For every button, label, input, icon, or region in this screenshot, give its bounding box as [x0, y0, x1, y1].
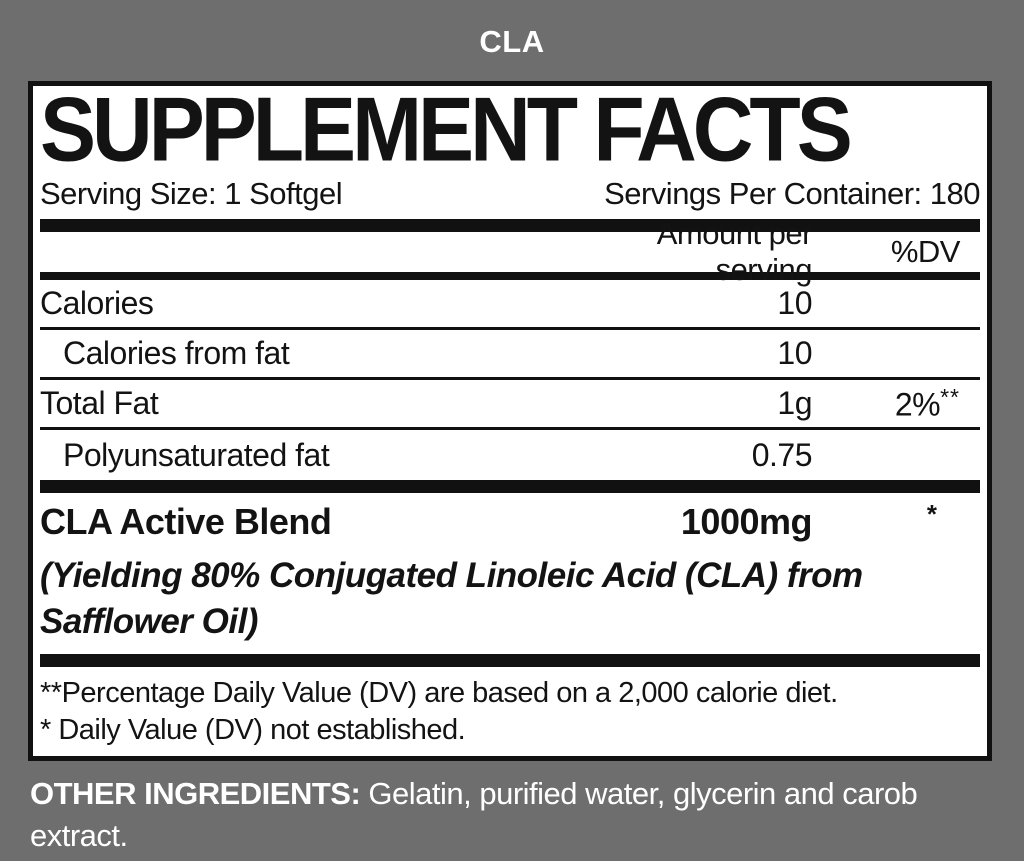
blend-name: CLA Active Blend	[40, 501, 332, 543]
nutrient-dv: 2%**	[812, 384, 980, 423]
blend-description: (Yielding 80% Conjugated Linoleic Acid (…	[40, 556, 863, 641]
other-ingredients-text: Gelatin, purified water, glycerin and ca…	[30, 775, 918, 853]
dv-footnote-marker: *	[926, 501, 938, 530]
footnotes: **Percentage Daily Value (DV) are based …	[40, 675, 980, 748]
nutrient-amount: 10	[777, 335, 812, 372]
supplement-facts-panel: SUPPLEMENT FACTS Serving Size: 1 Softgel…	[28, 81, 992, 761]
nutrient-name: Calories	[40, 285, 154, 322]
servings-per-container: Servings Per Container: 180	[604, 176, 980, 212]
other-ingredients-label: OTHER INGREDIENTS:	[30, 775, 361, 811]
row-cla-active-blend: CLA Active Blend 1000mg *	[40, 495, 980, 549]
row-total-fat: Total Fat 1g 2%**	[40, 380, 980, 431]
footnote-daily-value-basis: **Percentage Daily Value (DV) are based …	[40, 677, 838, 710]
row-calories-from-fat: Calories from fat 10	[40, 330, 980, 381]
nutrient-amount: 0.75	[751, 436, 813, 473]
other-ingredients: OTHER INGREDIENTS: Gelatin, purified wat…	[30, 773, 992, 857]
divider-thick-middle	[40, 480, 980, 494]
nutrient-name: Polyunsaturated fat	[63, 436, 330, 473]
blend-dv: *	[812, 501, 980, 544]
divider-thick-bottom	[40, 654, 980, 668]
nutrient-name: Calories from fat	[63, 335, 290, 372]
divider-thick-top	[40, 219, 980, 233]
nutrient-amount: 1g	[777, 385, 812, 422]
dv-value: 2%	[894, 386, 941, 423]
serving-size: Serving Size: 1 Softgel	[40, 176, 343, 212]
supplement-facts-heading: SUPPLEMENT FACTS	[40, 78, 853, 180]
column-header-amount: Amount per serving	[656, 216, 813, 288]
blend-amount: 1000mg	[680, 501, 813, 543]
nutrient-amount: 10	[777, 285, 812, 322]
row-calories: Calories 10	[40, 280, 980, 331]
nutrient-name: Total Fat	[40, 385, 159, 422]
column-header-row: Amount per serving %DV	[40, 216, 980, 287]
footnote-dv-not-established: * Daily Value (DV) not established.	[40, 713, 466, 746]
column-header-dv: %DV	[890, 234, 961, 270]
serving-info-row: Serving Size: 1 Softgel Servings Per Con…	[40, 177, 980, 211]
row-polyunsaturated-fat: Polyunsaturated fat 0.75	[40, 430, 980, 480]
product-title: CLA	[479, 24, 545, 59]
dv-footnote-marker: **	[940, 384, 960, 411]
